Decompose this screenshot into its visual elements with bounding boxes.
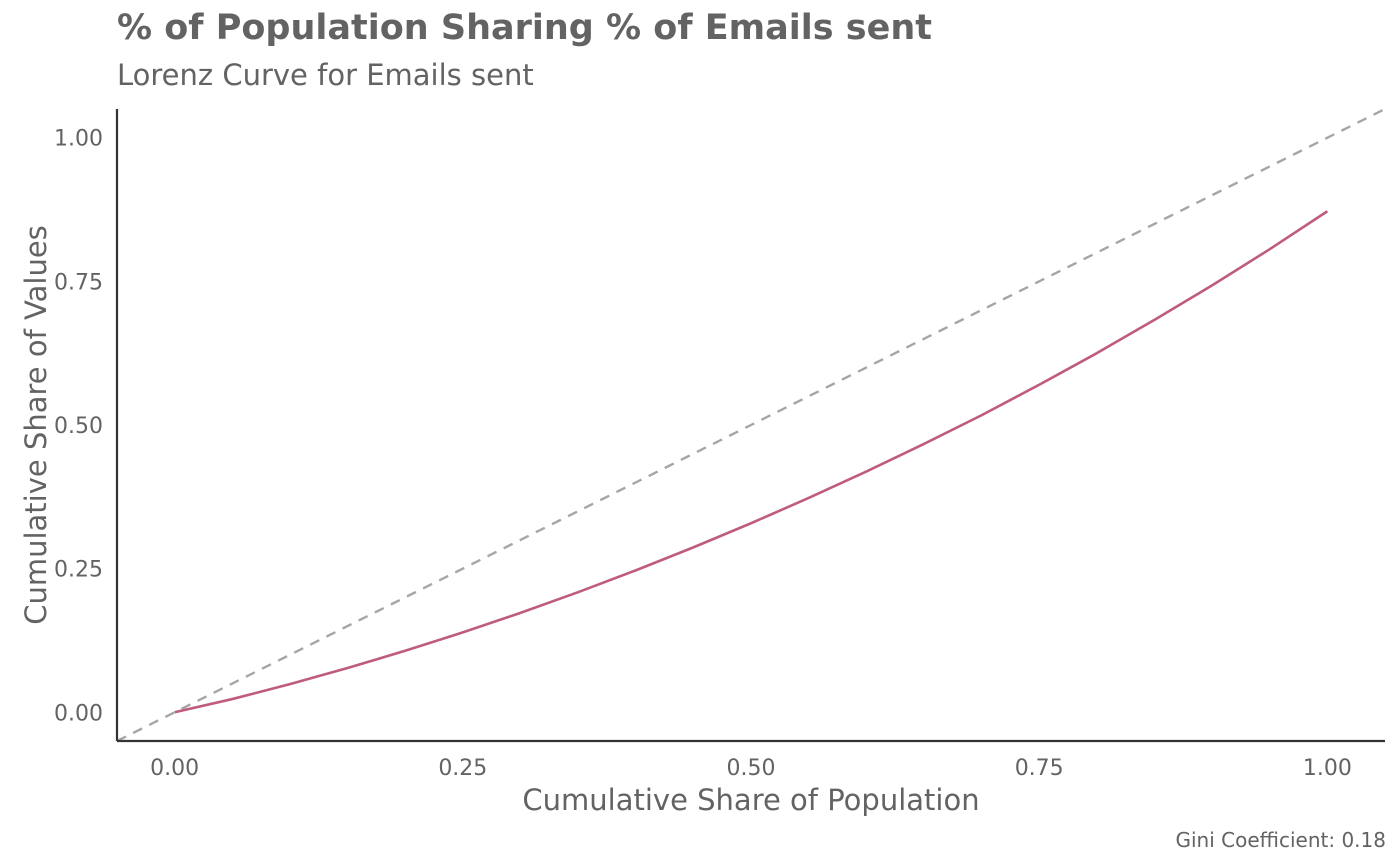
lorenz-curve-line	[174, 210, 1329, 714]
y-tick-label: 0.75	[54, 270, 103, 295]
y-axis-ticks: 0.00 0.25 0.50 0.75 1.00	[54, 127, 103, 727]
y-tick-label: 1.00	[54, 127, 103, 152]
y-tick-label: 0.00	[54, 701, 103, 726]
chart-subtitle: Lorenz Curve for Emails sent	[117, 58, 534, 92]
x-axis-ticks: 0.00 0.25 0.50 0.75 1.00	[150, 756, 1352, 781]
y-tick-label: 0.25	[54, 558, 103, 583]
x-tick-label: 1.00	[1303, 756, 1352, 781]
x-tick-label: 0.75	[1015, 756, 1064, 781]
gini-caption: Gini Coefficient: 0.18	[1175, 828, 1387, 852]
chart-title: % of Population Sharing % of Emails sent	[117, 8, 932, 48]
x-tick-label: 0.25	[438, 756, 487, 781]
x-tick-label: 0.50	[727, 756, 776, 781]
series-layer	[116, 107, 1386, 743]
y-tick-label: 0.50	[54, 414, 103, 439]
y-axis-title: Cumulative Share of Values	[19, 225, 53, 625]
x-tick-label: 0.00	[150, 756, 199, 781]
x-axis-title: Cumulative Share of Population	[522, 783, 979, 817]
equality-line	[116, 107, 1386, 743]
